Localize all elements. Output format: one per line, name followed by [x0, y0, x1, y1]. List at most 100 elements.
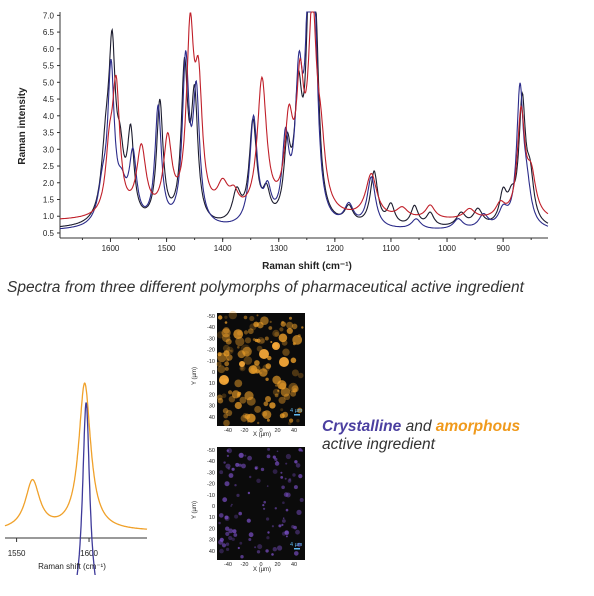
map-particle [234, 514, 239, 519]
amorphous-map-ylabel: Y (µm) [192, 367, 198, 385]
map-x-tick-label: 20 [274, 428, 280, 434]
x-tick-label: 1100 [382, 244, 400, 253]
map-particle [263, 500, 266, 504]
map-particle [222, 497, 228, 503]
map-particle [276, 450, 279, 453]
map-particle [218, 521, 221, 525]
y-tick-label: 1.5 [43, 195, 55, 204]
crystalline-map-image [217, 447, 305, 560]
map-particle [274, 393, 279, 398]
map-particle [259, 368, 268, 377]
map-particle [262, 410, 272, 419]
map-particle [257, 544, 263, 550]
x-tick-label: 1200 [326, 244, 344, 253]
map-particle-bright [239, 361, 245, 367]
y-tick-label: 2.5 [43, 162, 55, 171]
map-particle [292, 388, 298, 393]
map-particle [228, 528, 234, 534]
map-particle [238, 452, 244, 458]
map-particle [281, 523, 284, 526]
map-particle [290, 357, 297, 364]
map-particle [227, 467, 231, 470]
map-particle [221, 393, 227, 399]
map-particle [244, 454, 247, 457]
map-particle [225, 526, 230, 531]
map-particle [289, 316, 292, 320]
map-particle [280, 408, 284, 412]
map-particle [235, 337, 245, 347]
map-particle [222, 344, 230, 352]
map-particle [254, 360, 260, 366]
crystalline-map-ylabel: Y (µm) [192, 501, 198, 519]
map-particle [243, 356, 253, 365]
y-tick-label: 2.0 [43, 179, 55, 188]
map-particle [228, 349, 231, 352]
map-particle [272, 455, 276, 459]
map-y-tick-label: -20 [207, 348, 215, 354]
map-particle [278, 524, 282, 528]
map-particle [287, 479, 292, 483]
amorphous-scalebar: 4 µm [290, 408, 303, 414]
map-particle [240, 555, 244, 559]
map-particle [265, 396, 271, 402]
map-particle [233, 533, 238, 537]
y-tick-label: 6.0 [43, 45, 55, 54]
map-particle [224, 515, 229, 520]
map-y-tick-label: 20 [209, 526, 215, 532]
legend-line-1: Crystalline and amorphous [322, 418, 520, 436]
map-particle [292, 335, 303, 345]
amorphous-map: Y (µm) X (µm) -50 -40 -30 -20 -10 0 10 20 30 40 -4… [192, 310, 305, 438]
map-particle [240, 366, 244, 370]
map-y-tick-label: -10 [207, 493, 215, 499]
map-particle [217, 397, 224, 404]
map-particle [237, 546, 240, 550]
map-particle [267, 447, 271, 451]
map-y-tick-label: -40 [207, 459, 215, 465]
map-particle [256, 338, 261, 343]
y-tick-label: 6.5 [43, 28, 55, 37]
map-particle [272, 547, 277, 552]
map-particle-bright [272, 342, 280, 350]
map-y-tick-label: 40 [209, 415, 215, 421]
crystalline-map-xlabel: X (µm) [253, 567, 271, 573]
map-particle [260, 338, 266, 344]
map-particle [224, 321, 228, 324]
map-particle [238, 463, 242, 467]
map-particle [216, 361, 222, 367]
map-particle [291, 323, 298, 330]
map-particle [228, 473, 234, 478]
map-x-tick-label: -20 [241, 428, 249, 434]
map-y-tick-label: -10 [207, 359, 215, 365]
map-particle [274, 331, 280, 337]
map-particle [265, 363, 272, 369]
map-legend: Crystalline and amorphous active ingredi… [322, 418, 520, 454]
crystalline-map-particles [218, 447, 304, 559]
map-particle [286, 321, 294, 329]
map-particle [271, 525, 274, 528]
map-particle [284, 530, 290, 535]
map-particle [296, 419, 300, 423]
map-particle-bright [279, 357, 289, 367]
x-tick-label: 1000 [438, 244, 456, 253]
y-tick-label: 3.5 [43, 129, 55, 138]
x-tick-label: 1600 [102, 244, 120, 253]
map-particle [299, 498, 304, 502]
legend-and: and [405, 418, 432, 435]
map-particle [240, 344, 251, 355]
map-particle [225, 542, 230, 546]
map-particle [257, 421, 260, 425]
crystalline-scalebar: 4 µm [290, 542, 303, 548]
map-particle [297, 542, 302, 547]
map-particle [246, 413, 256, 423]
inset-x-tick-label: 1550 [8, 549, 26, 558]
map-particle [244, 391, 254, 401]
map-particle [226, 409, 233, 417]
map-particle [237, 346, 240, 349]
map-particle [262, 504, 265, 507]
y-tick-label: 0.5 [43, 229, 55, 238]
map-particle [224, 481, 230, 487]
map-particle [277, 545, 283, 551]
map-y-tick-label: -30 [207, 470, 215, 476]
x-tick-label: 1500 [158, 244, 176, 253]
map-x-tick-label: 0 [259, 428, 262, 434]
